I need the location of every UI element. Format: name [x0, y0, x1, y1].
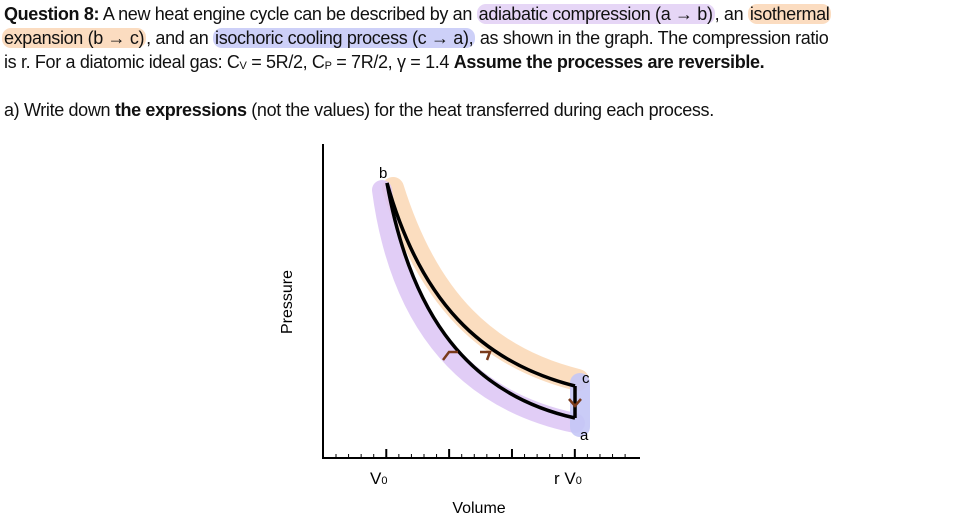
adiabatic-highlight: adiabatic compression (a → b) — [476, 4, 715, 24]
question-line-3: is r. For a diatomic ideal gas: CV = 5R/… — [4, 51, 765, 77]
adiabatic-curve — [385, 182, 576, 420]
assumption-text: Assume the processes are reversible. — [453, 52, 765, 72]
y-axis-label: Pressure — [279, 270, 296, 334]
isothermal-curve — [385, 182, 576, 388]
point-c-label: c — [582, 370, 590, 387]
cp-subscript: P — [324, 60, 332, 72]
question-text: is r. For a diatomic ideal gas: C — [4, 52, 240, 72]
question-text: , an — [714, 4, 748, 24]
question-text: = 5R/2, C — [246, 52, 325, 72]
isothermal-arrow-icon — [480, 350, 492, 361]
isochoric-arrow-icon — [568, 398, 582, 408]
isothermal-highlight-cont: expansion (b → c) — [2, 28, 147, 48]
part-a-bold: the expressions — [114, 100, 247, 120]
isothermal-highlight-stroke — [382, 177, 589, 391]
adiabatic-arrow-icon — [442, 350, 458, 361]
part-a: a) Write down the expressions (not the v… — [4, 99, 714, 121]
tick-label-rv0: r V0 — [554, 469, 582, 488]
tick-label-v0: V0 — [370, 469, 387, 488]
adiabatic-highlight-stroke — [372, 180, 585, 433]
x-axis-label: Volume — [452, 500, 505, 517]
cv-subscript: V — [239, 60, 247, 72]
isochoric-highlight: isochoric cooling process (c → a), — [213, 28, 476, 48]
point-b-label: b — [379, 165, 387, 182]
question-text: A new heat engine cycle can be described… — [99, 4, 477, 24]
question-text: = 7R/2, γ = 1.4 — [331, 52, 454, 72]
point-a-label: a — [580, 427, 589, 444]
part-a-text: a) Write down — [4, 100, 115, 120]
question-text: as shown in the graph. The compression r… — [475, 28, 829, 48]
x-axis-ticks — [335, 449, 626, 458]
isothermal-highlight: isothermal — [747, 4, 832, 24]
question-line-2: expansion (b → c), and an isochoric cool… — [2, 27, 829, 49]
question-line-1: Question 8: A new heat engine cycle can … — [4, 3, 832, 25]
question-text: , and an — [146, 28, 214, 48]
part-a-text: (not the values) for the heat transferre… — [246, 100, 714, 120]
question-label: Question 8: — [4, 4, 100, 24]
